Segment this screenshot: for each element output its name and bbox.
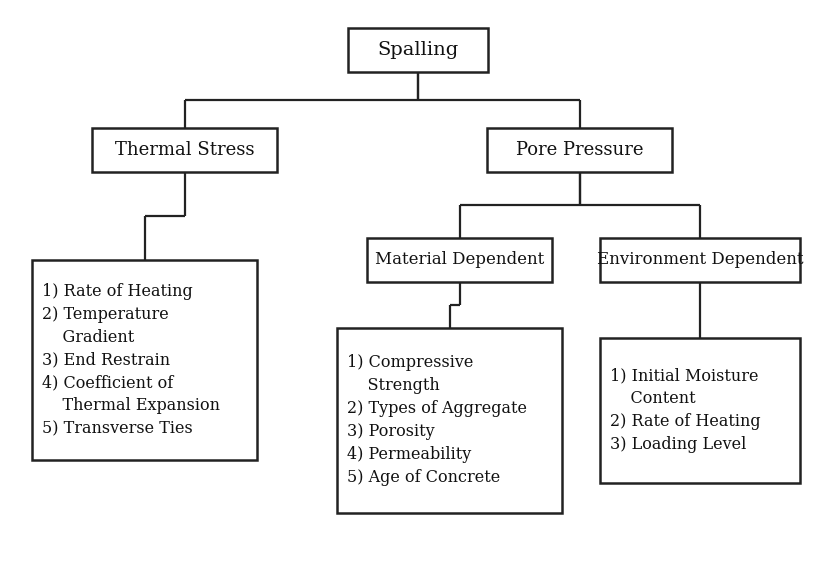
Bar — [487, 128, 671, 172]
Bar — [33, 260, 257, 460]
Bar — [599, 238, 799, 282]
Text: Spalling: Spalling — [377, 41, 458, 59]
Bar — [599, 337, 799, 483]
Text: Environment Dependent: Environment Dependent — [596, 252, 803, 269]
Text: 1) Initial Moisture
    Content
2) Rate of Heating
3) Loading Level: 1) Initial Moisture Content 2) Rate of H… — [609, 367, 760, 453]
Text: Thermal Stress: Thermal Stress — [115, 141, 254, 159]
Bar — [337, 328, 562, 513]
Bar — [348, 28, 487, 72]
Text: 1) Rate of Heating
2) Temperature
    Gradient
3) End Restrain
4) Coefficient of: 1) Rate of Heating 2) Temperature Gradie… — [43, 283, 220, 437]
Text: Material Dependent: Material Dependent — [375, 252, 544, 269]
Text: 1) Compressive
    Strength
2) Types of Aggregate
3) Porosity
4) Permeability
5): 1) Compressive Strength 2) Types of Aggr… — [347, 354, 527, 485]
Text: Pore Pressure: Pore Pressure — [516, 141, 643, 159]
Bar — [93, 128, 278, 172]
Bar — [367, 238, 552, 282]
